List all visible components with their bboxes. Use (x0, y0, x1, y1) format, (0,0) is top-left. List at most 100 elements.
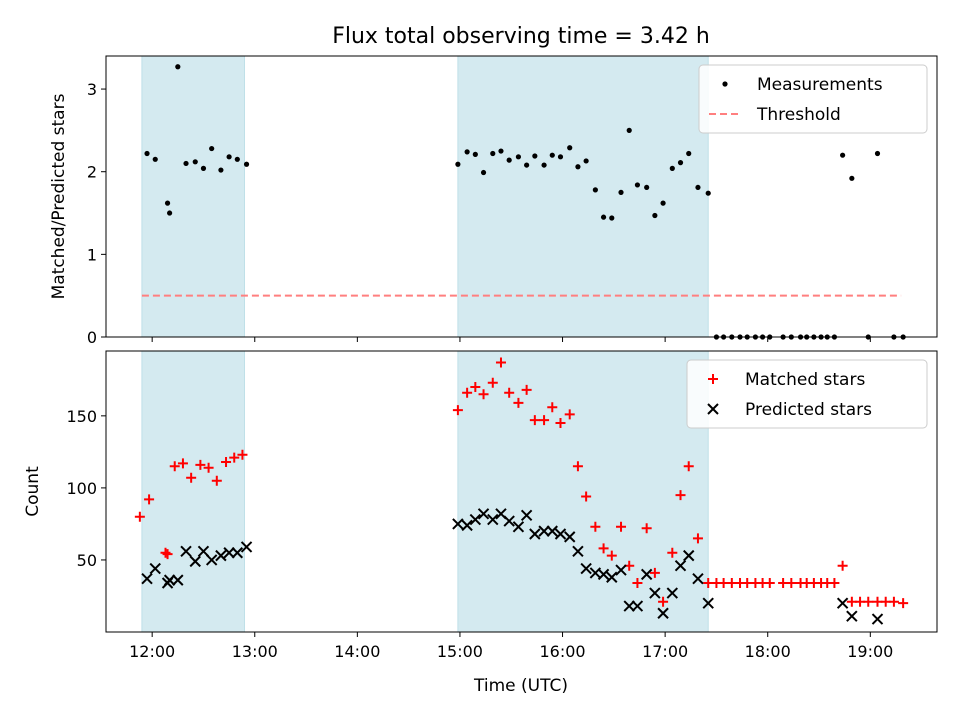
matched-stars-point (598, 543, 609, 554)
matched-stars-point (649, 567, 660, 578)
matched-stars-point (863, 596, 874, 607)
predicted-stars-point (554, 528, 567, 540)
predicted-stars-point (836, 597, 849, 609)
measurements-point (644, 184, 650, 191)
matched-stars-point (572, 461, 583, 472)
predicted-stars-point (666, 587, 679, 599)
predicted-stars-point (487, 513, 499, 526)
predicted-stars-point (172, 574, 184, 586)
legend-label: Predicted stars (745, 400, 872, 420)
matched-stars-point (658, 596, 669, 607)
predicted-stars-point (477, 508, 490, 520)
y-tick-label: 100 (66, 479, 97, 498)
predicted-stars-point (469, 513, 482, 526)
matched-stars-point (478, 389, 489, 400)
matched-stars-point (169, 461, 180, 472)
predicted-stars-point (692, 572, 704, 585)
measurements-point (532, 153, 538, 159)
matched-stars-point (829, 578, 840, 589)
matched-stars-point (616, 521, 627, 532)
matched-stars-point (162, 549, 173, 560)
matched-stars-point (221, 456, 232, 467)
legend-marker (722, 81, 728, 87)
measurements-point (874, 150, 881, 157)
measurements-point (557, 154, 564, 160)
measurements-point (609, 215, 615, 221)
measurements-point (167, 210, 173, 216)
predicted-stars-point (461, 519, 473, 532)
measurements-point (243, 161, 250, 167)
matched-stars-point (529, 415, 540, 426)
legend-label: Matched stars (745, 370, 865, 390)
x-tick-label: 14:00 (334, 642, 380, 661)
matched-stars-point (667, 547, 678, 558)
measurements-point (705, 190, 711, 196)
matched-stars-point (160, 547, 171, 558)
measurements-point (686, 150, 692, 157)
measurements-point (695, 184, 701, 191)
matched-stars-point (521, 384, 532, 395)
matched-stars-point (837, 560, 848, 571)
predicted-stars-point (597, 568, 610, 581)
measurements-point (226, 154, 232, 160)
matched-stars-point (675, 490, 686, 501)
predicted-stars-point (512, 521, 525, 533)
y-axis-label: Count (23, 466, 43, 517)
matched-stars-point (764, 578, 775, 589)
predicted-stars-point (649, 587, 661, 599)
matched-stars-point (547, 402, 558, 413)
predicted-stars-point (623, 600, 635, 612)
predicted-stars-point (520, 509, 533, 521)
matched-stars-point (606, 550, 617, 561)
measurements-point (626, 127, 632, 133)
legend: Measurements Threshold (698, 64, 928, 134)
matched-stars-point (641, 523, 652, 534)
measurements-point (592, 187, 598, 193)
measurements-point (660, 200, 666, 206)
matched-stars-point (487, 377, 498, 388)
predicted-stars-point (657, 607, 669, 619)
x-tick-label: 19:00 (847, 642, 893, 661)
measurements-point (575, 164, 581, 170)
matched-stars-point (590, 521, 601, 532)
matched-stars-point (186, 472, 197, 483)
predicted-stars-point (231, 547, 244, 559)
measurements-point (200, 165, 207, 171)
y-tick-label: 2 (87, 163, 97, 182)
matched-stars-point (195, 459, 206, 470)
predicted-stars-point (564, 531, 576, 543)
y-axis-label: Matched/Predicted stars (49, 93, 69, 299)
matched-stars-point (462, 387, 473, 398)
matched-stars-point (692, 533, 703, 544)
measurements-point (541, 162, 547, 168)
predicted-stars-point (180, 545, 192, 558)
predicted-stars-point (538, 525, 550, 537)
measurements-point (498, 148, 504, 154)
predicted-stars-point (240, 541, 253, 553)
predicted-stars-point (529, 528, 541, 540)
matched-stars-point (495, 357, 506, 368)
matched-stars-point (898, 598, 909, 609)
measurements-point (218, 167, 224, 173)
measurements-point (634, 182, 641, 188)
measurements-point (183, 160, 189, 167)
y-tick-label: 3 (87, 80, 97, 99)
matched-stars-point (211, 475, 222, 486)
measurements-point (618, 189, 624, 195)
legend-label: Threshold (756, 105, 841, 125)
predicted-stars-point (546, 525, 558, 537)
measurements-point (234, 156, 240, 162)
matched-stars-point (564, 409, 575, 420)
matched-stars-point (229, 452, 240, 463)
measurements-point (549, 152, 555, 158)
x-tick-label: 12:00 (129, 642, 175, 661)
measurements-point (209, 145, 215, 152)
matched-stars-point (683, 461, 694, 472)
x-tick-label: 18:00 (745, 642, 791, 661)
matched-stars-point (470, 382, 481, 393)
measurements-point (144, 150, 150, 157)
measurements-point (652, 212, 658, 219)
shaded-interval-1 (457, 55, 709, 338)
predicted-stars-point (189, 555, 201, 568)
